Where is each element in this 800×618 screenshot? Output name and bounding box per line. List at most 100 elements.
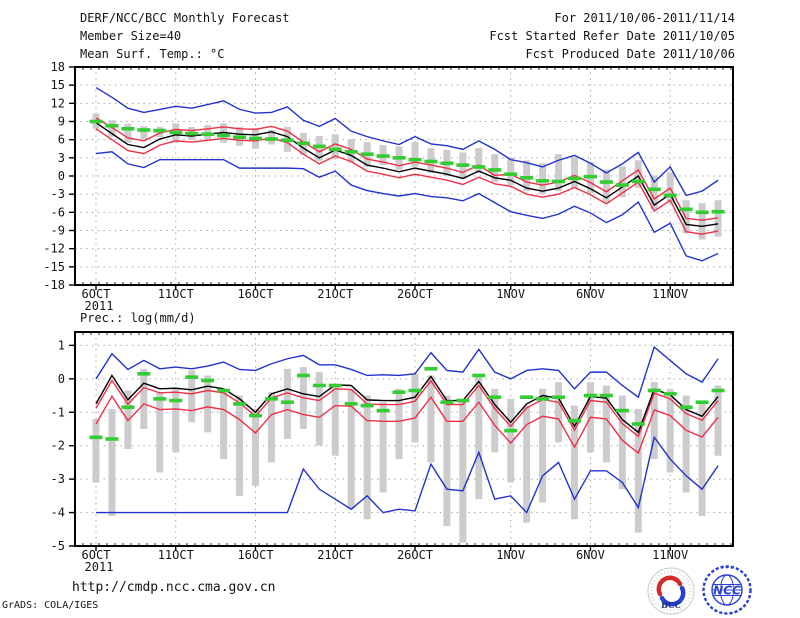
observation-dash bbox=[249, 413, 262, 418]
y-tick-label: -1 bbox=[51, 405, 65, 419]
ensemble-spread-bar bbox=[315, 136, 323, 161]
y-tick-label: 0 bbox=[58, 169, 65, 183]
ensemble-spread-bar bbox=[523, 405, 531, 523]
observation-dash bbox=[679, 207, 693, 212]
observation-dash bbox=[408, 388, 422, 393]
ensemble-spread-bar bbox=[714, 385, 722, 456]
ensemble-spread-bar bbox=[140, 368, 148, 429]
y-tick-label: -2 bbox=[51, 439, 65, 453]
ensemble-spread-bar bbox=[650, 175, 658, 210]
observation-dash bbox=[711, 209, 725, 214]
ensemble-spread-bar bbox=[252, 408, 259, 486]
observation-dash bbox=[583, 174, 597, 179]
y-tick-label: 15 bbox=[51, 78, 65, 92]
ensemble-spread-bar bbox=[507, 157, 515, 186]
x-tick-label: 21OCT bbox=[317, 548, 353, 562]
plot-frame bbox=[74, 331, 734, 547]
ensemble-spread-bar bbox=[124, 123, 132, 143]
observation-dash bbox=[504, 172, 518, 176]
observation-dash bbox=[647, 187, 661, 192]
y-tick-label: -5 bbox=[51, 539, 65, 553]
x-tick-label: 11OCT bbox=[158, 548, 194, 562]
ensemble-min-line bbox=[95, 151, 719, 262]
observation-dash bbox=[169, 130, 183, 135]
x-tick-label: 6OCT bbox=[82, 548, 111, 562]
observation-dash bbox=[280, 138, 294, 143]
observation-dash bbox=[552, 179, 566, 184]
spread-lower-line bbox=[95, 394, 719, 455]
observation-dash bbox=[312, 383, 326, 388]
ncc-logo-text: NCC bbox=[713, 584, 741, 598]
y-tick-label: -18 bbox=[43, 278, 65, 292]
observation-dash bbox=[137, 371, 151, 376]
observation-dash bbox=[217, 388, 231, 393]
observation-dash bbox=[488, 168, 502, 172]
observation-dash bbox=[440, 161, 454, 166]
page-title: DERF/NCC/BCC Monthly Forecast bbox=[80, 11, 290, 25]
observation-dash bbox=[536, 397, 550, 401]
temp-chart-title: Mean Surf. Temp.: °C bbox=[80, 47, 225, 61]
observation-dash bbox=[520, 395, 534, 400]
observation-dash bbox=[328, 147, 342, 152]
observation-dash bbox=[663, 193, 677, 198]
y-tick-label: 6 bbox=[58, 133, 65, 147]
observation-dash bbox=[599, 393, 613, 398]
observation-dash bbox=[360, 152, 374, 156]
observation-dash bbox=[520, 176, 534, 180]
x-tick-label: 1NOV bbox=[496, 548, 525, 562]
observation-dash bbox=[89, 435, 103, 440]
ensemble-spread-bar bbox=[108, 120, 116, 137]
y-tick-label: 0 bbox=[58, 372, 65, 386]
ensemble-spread-bar bbox=[618, 395, 626, 490]
observation-dash bbox=[663, 392, 677, 396]
ensemble-spread-bar bbox=[363, 395, 371, 520]
observation-dash bbox=[105, 123, 119, 128]
observation-dash bbox=[217, 133, 231, 138]
observation-dash bbox=[360, 403, 374, 408]
observation-dash bbox=[249, 136, 262, 141]
observation-dash bbox=[631, 422, 645, 426]
observation-dash bbox=[280, 400, 294, 405]
ensemble-spread-bar bbox=[634, 160, 642, 189]
x-tick-year: 2011 bbox=[85, 299, 114, 313]
observation-dash bbox=[137, 128, 151, 132]
x-tick-year: 2011 bbox=[85, 560, 114, 574]
observation-dash bbox=[408, 157, 422, 162]
bcc-logo-blue-swirl bbox=[659, 585, 686, 607]
ensemble-spread-bar bbox=[315, 372, 323, 446]
observation-dash bbox=[89, 119, 103, 124]
ensemble-spread-bar bbox=[395, 388, 403, 460]
bcc-logo-ring bbox=[647, 567, 695, 615]
ensemble-spread-bar bbox=[602, 169, 610, 204]
y-tick-label: -3 bbox=[51, 187, 65, 201]
grads-credit: GrADS: COLA/IGES bbox=[2, 600, 99, 611]
observation-dash bbox=[264, 397, 278, 401]
ensemble-spread-bar bbox=[666, 388, 674, 473]
y-tick-label: -3 bbox=[51, 472, 65, 486]
ensemble-spread-bar bbox=[267, 392, 275, 463]
observation-dash bbox=[472, 373, 486, 378]
bcc-logo-red-swirl bbox=[656, 575, 683, 597]
ensemble-spread-bar bbox=[682, 200, 690, 234]
x-tick-label: 11NOV bbox=[652, 287, 688, 301]
precip-chart-title: Prec.: log(mm/d) bbox=[80, 311, 196, 325]
observation-dash bbox=[185, 375, 199, 379]
observation-dash bbox=[536, 179, 550, 183]
y-tick-label: 9 bbox=[58, 115, 65, 129]
observation-dash bbox=[344, 149, 358, 154]
observation-dash bbox=[615, 408, 629, 413]
bcc-logo-ring-text bbox=[650, 570, 692, 612]
y-tick-label: 18 bbox=[51, 60, 65, 74]
observation-dash bbox=[344, 402, 358, 406]
observation-dash bbox=[153, 128, 167, 133]
ensemble-spread-bar bbox=[634, 408, 642, 533]
ensemble-spread-bar bbox=[618, 166, 626, 198]
observation-dash bbox=[504, 428, 518, 433]
ensemble-spread-bar bbox=[204, 375, 212, 433]
ensemble-spread-bar bbox=[523, 160, 531, 192]
ensemble-spread-bar bbox=[172, 388, 180, 453]
x-tick-label: 26OCT bbox=[397, 548, 433, 562]
fcst-produced-label: Fcst Produced Date 2011/10/06 bbox=[525, 47, 735, 61]
y-tick-label: 12 bbox=[51, 96, 65, 110]
